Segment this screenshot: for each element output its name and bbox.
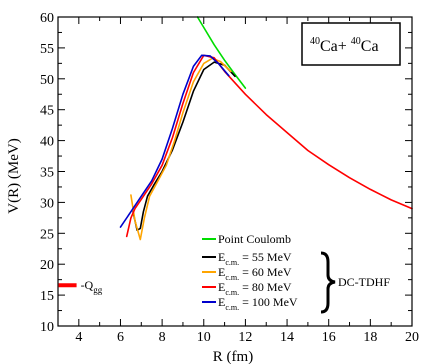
qgg-label: -Qgg bbox=[81, 278, 103, 295]
axis-layer: 4 6 8 10 12 14 16 18 20 10 15 20 25 30 35 40 45 50 55 60 bbox=[40, 11, 419, 345]
plot-layer bbox=[119, 16, 413, 241]
system-label-mass-a: 40 bbox=[310, 36, 320, 47]
x-tick-label: 14 bbox=[280, 330, 294, 345]
y-tick-label: 60 bbox=[40, 11, 54, 26]
series-line-2 bbox=[130, 57, 232, 241]
system-label-element-b: Ca bbox=[361, 38, 379, 55]
qgg-label-prefix: -Q bbox=[81, 278, 94, 292]
x-tick-label: 6 bbox=[117, 330, 124, 345]
y-tick-label: 15 bbox=[40, 289, 54, 304]
y-tick-label: 45 bbox=[40, 104, 54, 119]
system-label-mass-b: 40 bbox=[351, 36, 361, 47]
y-tick-label: 40 bbox=[40, 135, 54, 150]
qgg-marker: -Qgg bbox=[58, 278, 103, 295]
x-tick-label: 18 bbox=[363, 330, 377, 345]
system-label-frame bbox=[301, 22, 401, 66]
series-line-3 bbox=[125, 54, 413, 238]
y-tick-label: 55 bbox=[40, 42, 54, 57]
legend-label-energy-3: Ec.m. = 100 MeV bbox=[218, 295, 298, 312]
system-label-element-a: Ca+ bbox=[320, 38, 351, 55]
y-axis-label: V(R) (MeV) bbox=[6, 138, 22, 213]
series-line-0 bbox=[196, 16, 247, 89]
system-label: 40Ca+ 40Ca bbox=[310, 36, 379, 55]
y-tick-label: 50 bbox=[40, 73, 54, 88]
y-tick-label: 25 bbox=[40, 227, 54, 242]
y-tick-label: 30 bbox=[40, 196, 54, 211]
legend-group-brace bbox=[320, 251, 336, 314]
legend-label-energy-0: Ec.m. = 55 MeV bbox=[218, 250, 292, 267]
x-tick-label: 10 bbox=[197, 330, 211, 345]
legend-label-point-coulomb: Point Coulomb bbox=[218, 232, 291, 246]
x-tick-label: 16 bbox=[322, 330, 336, 345]
x-axis-label: R (fm) bbox=[213, 349, 253, 364]
y-tick-label: 10 bbox=[40, 320, 54, 335]
x-tick-label: 12 bbox=[238, 330, 252, 345]
series-line-4 bbox=[119, 54, 230, 228]
system-label-box: 40Ca+ 40Ca bbox=[301, 22, 401, 66]
x-tick-label: 8 bbox=[159, 330, 166, 345]
x-tick-label: 4 bbox=[75, 330, 82, 345]
y-tick-label: 20 bbox=[40, 258, 54, 273]
y-tick-label: 35 bbox=[40, 166, 54, 181]
legend-label-energy-1: Ec.m. = 60 MeV bbox=[218, 265, 292, 282]
legend-group-label: DC-TDHF bbox=[338, 275, 390, 289]
legend-label-energy-2: Ec.m. = 80 MeV bbox=[218, 280, 292, 297]
x-tick-label: 20 bbox=[405, 330, 419, 345]
qgg-label-sub: gg bbox=[93, 285, 103, 295]
